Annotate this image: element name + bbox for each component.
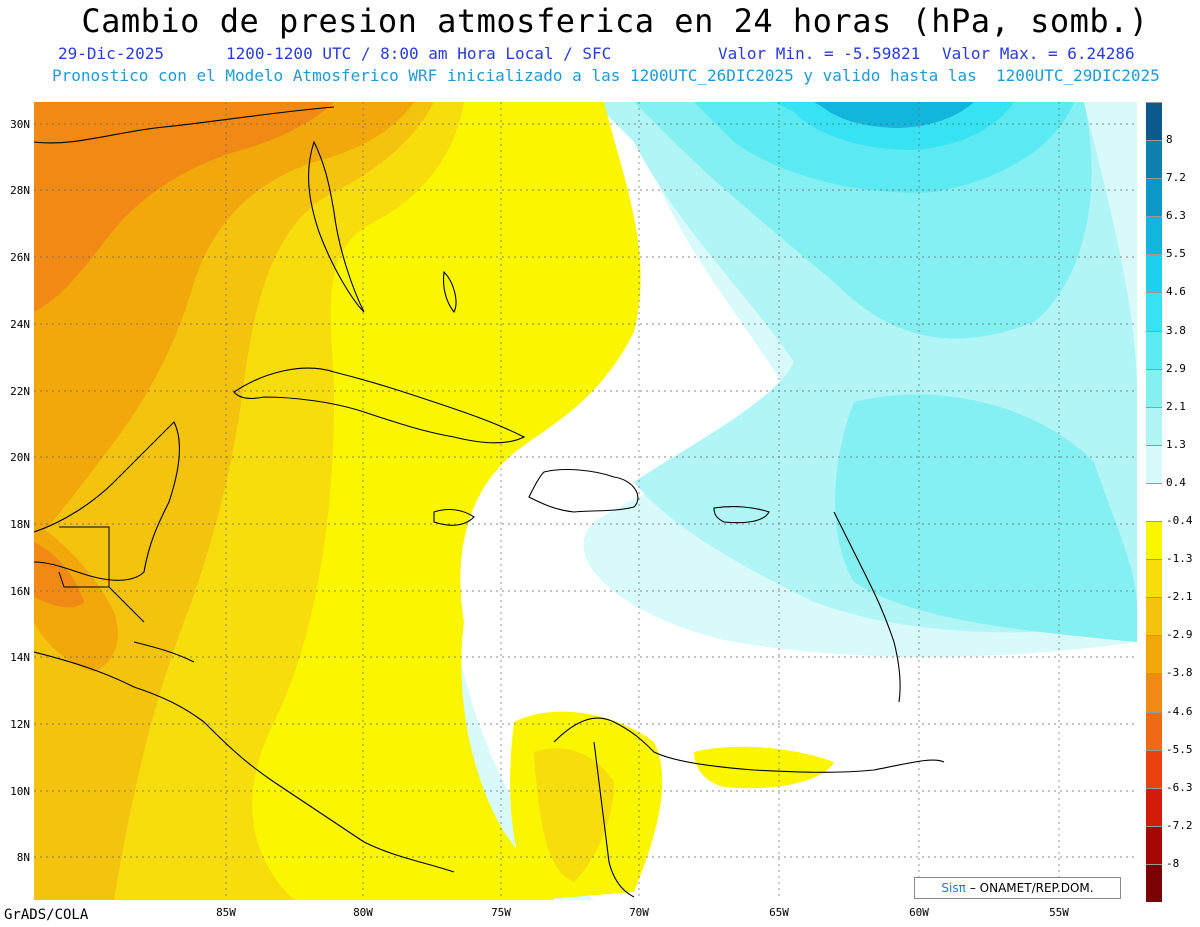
lon-label: 70W xyxy=(629,906,649,919)
colorbar-label: -1.3 xyxy=(1166,552,1193,566)
lat-label: 18N xyxy=(10,518,30,531)
colorbar-swatch xyxy=(1146,711,1162,750)
lon-label: 55W xyxy=(1049,906,1069,919)
colorbar-label: 5.5 xyxy=(1166,247,1186,261)
colorbar xyxy=(1146,102,1162,902)
colorbar-label: -0.4 xyxy=(1166,514,1193,528)
colorbar-swatch xyxy=(1146,444,1162,483)
colorbar-swatch xyxy=(1146,102,1162,141)
lon-label: 65W xyxy=(769,906,789,919)
lat-label: 12N xyxy=(10,718,30,731)
colorbar-swatch xyxy=(1146,406,1162,445)
high-pressure-zone xyxy=(814,102,974,128)
lat-label: 8N xyxy=(16,851,30,864)
colorbar-swatch xyxy=(1146,673,1162,712)
high-pressure-zone xyxy=(835,394,1137,642)
lat-label: 28N xyxy=(10,184,30,197)
colorbar-swatch xyxy=(1146,787,1162,826)
colorbar-swatch xyxy=(1146,749,1162,788)
grads-credit: GrADS/COLA xyxy=(4,907,89,923)
colorbar-swatch xyxy=(1146,559,1162,598)
lat-label: 20N xyxy=(10,451,30,464)
colorbar-swatch xyxy=(1146,368,1162,407)
lon-label: 60W xyxy=(909,906,929,919)
colorbar-swatch xyxy=(1146,254,1162,293)
colorbar-label: 2.1 xyxy=(1166,399,1186,413)
colorbar-swatch xyxy=(1146,521,1162,560)
lon-label: 80W xyxy=(353,906,373,919)
colorbar-label: 7.2 xyxy=(1166,171,1186,185)
colorbar-label: 8 xyxy=(1166,133,1173,147)
lat-label: 24N xyxy=(10,318,30,331)
low-pressure-zone xyxy=(694,746,834,789)
pressure-change-map xyxy=(34,102,1137,900)
colorbar-label: 1.3 xyxy=(1166,437,1186,451)
colorbar-swatch xyxy=(1146,330,1162,369)
colorbar-swatch xyxy=(1146,292,1162,331)
onamet-logo: Sisπ – ONAMET/REP.DOM. xyxy=(914,877,1121,899)
low-pressure-zone xyxy=(534,748,614,882)
colorbar-label: -5.5 xyxy=(1166,742,1193,756)
lat-label: 22N xyxy=(10,385,30,398)
sis-logo-text: Sisπ xyxy=(941,881,966,895)
colorbar-label: 6.3 xyxy=(1166,209,1186,223)
low-pressure-zone xyxy=(34,102,334,312)
colorbar-label: 3.8 xyxy=(1166,323,1186,337)
lon-label: 85W xyxy=(216,906,236,919)
lat-label: 16N xyxy=(10,585,30,598)
lon-label: 75W xyxy=(491,906,511,919)
colorbar-label: 4.6 xyxy=(1166,285,1186,299)
colorbar-swatch xyxy=(1146,597,1162,636)
graticule xyxy=(34,102,1137,900)
borders xyxy=(58,526,195,663)
lat-label: 30N xyxy=(10,118,30,131)
lat-label: 14N xyxy=(10,651,30,664)
valid-date: 29-Dic-2025 xyxy=(58,44,164,63)
colorbar-swatch xyxy=(1146,216,1162,255)
onamet-label: – ONAMET/REP.DOM. xyxy=(969,881,1094,895)
map-canvas xyxy=(34,102,1137,900)
colorbar-swatch xyxy=(1146,825,1162,864)
colorbar-label: 2.9 xyxy=(1166,361,1186,375)
colorbar-swatch xyxy=(1146,635,1162,674)
max-value: Valor Max. = 6.24286 xyxy=(942,44,1135,63)
map-title: Cambio de presion atmosferica en 24 hora… xyxy=(81,2,1149,40)
lat-label: 26N xyxy=(10,251,30,264)
colorbar-label: -3.8 xyxy=(1166,666,1193,680)
colorbar-swatch xyxy=(1146,482,1162,522)
colorbar-label: -8 xyxy=(1166,856,1180,870)
colorbar-label: -4.6 xyxy=(1166,704,1193,718)
colorbar-label: 0.4 xyxy=(1166,475,1186,489)
lat-label: 10N xyxy=(10,785,30,798)
forecast-note: Pronostico con el Modelo Atmosferico WRF… xyxy=(52,66,1160,85)
time-range: 1200-1200 UTC / 8:00 am Hora Local / SFC xyxy=(226,44,612,63)
colorbar-swatch xyxy=(1146,178,1162,217)
colorbar-label: -2.9 xyxy=(1166,628,1193,642)
colorbar-label: -6.3 xyxy=(1166,780,1193,794)
min-value: Valor Min. = -5.59821 xyxy=(718,44,921,63)
colorbar-swatch xyxy=(1146,140,1162,179)
colorbar-label: -2.1 xyxy=(1166,590,1193,604)
colorbar-swatch xyxy=(1146,863,1162,902)
colorbar-label: -7.2 xyxy=(1166,818,1193,832)
coastlines xyxy=(34,106,945,898)
